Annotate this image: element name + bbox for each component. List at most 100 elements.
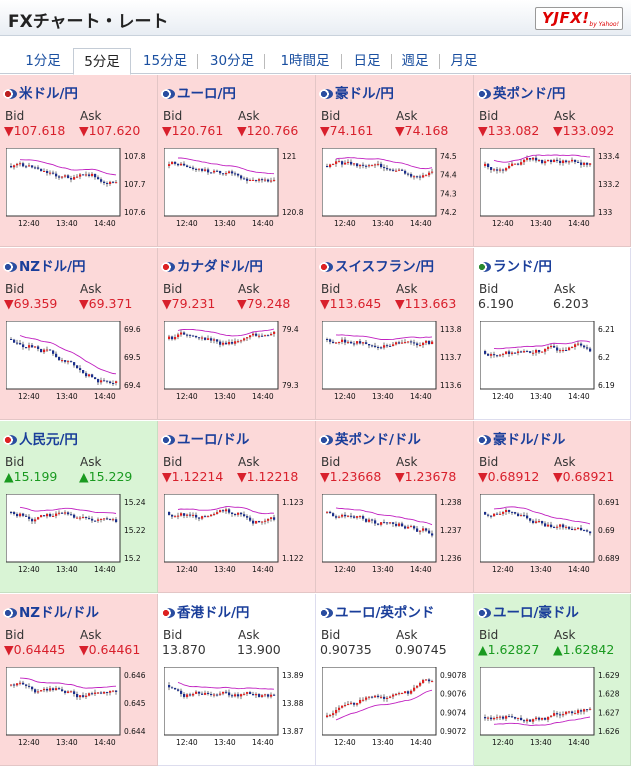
pair-name[interactable]: 豪ドル/ドル [477, 428, 565, 448]
candle-body [88, 693, 91, 696]
mini-chart[interactable]: 15.24 15.22 15.2 12:40 13:40 14:40 [6, 494, 152, 580]
pair-name[interactable]: スイスフラン/円 [319, 255, 434, 275]
x-tick-label: 12:40 [176, 392, 198, 401]
mini-chart[interactable]: 69.6 69.5 69.4 12:40 13:40 14:40 [6, 321, 152, 407]
x-tick-label: 13:40 [56, 565, 78, 574]
pair-name[interactable]: ユーロ/ドル [161, 428, 249, 448]
rate-cell[interactable]: ユーロ/豪ドル Bid Ask ▲1.62827 ▲1.62842 1.629 1.628 1… [474, 594, 631, 766]
tab-timeframe[interactable]: 15分足 [142, 53, 188, 69]
pair-name[interactable]: 英ポンド/ドル [319, 428, 421, 448]
rate-cell[interactable]: 米ドル/円 Bid Ask ▼107.618 ▼107.620 107.8 107.7 107… [0, 75, 158, 247]
candle-body [547, 716, 550, 720]
pair-name[interactable]: ユーロ/豪ドル [477, 601, 579, 621]
rate-cell[interactable]: 英ポンド/円 Bid Ask ▼133.082 ▼133.092 133.4 133.2 13… [474, 75, 631, 247]
x-tick-label: 13:40 [56, 392, 78, 401]
mini-chart[interactable]: 121 120.8 12:40 13:40 14:40 [164, 148, 310, 234]
candle-body [228, 342, 231, 345]
pair-name[interactable]: NZドル/円 [3, 255, 86, 275]
mini-chart[interactable]: 6.21 6.2 6.19 12:40 13:40 14:40 [480, 321, 626, 407]
rate-cell[interactable]: 英ポンド/ドル Bid Ask ▼1.23668 ▼1.23678 1.238 1.237 1… [316, 421, 474, 593]
candle-body [16, 513, 19, 517]
y-tick-label: 13.87 [282, 727, 304, 736]
mini-chart[interactable]: 1.123 1.122 12:40 13:40 14:40 [164, 494, 310, 580]
rate-cell[interactable]: スイスフラン/円 Bid Ask ▼113.645 ▼113.663 113.8 113.7… [316, 248, 474, 420]
pair-name[interactable]: ユーロ/円 [161, 82, 236, 102]
candle-body [261, 521, 264, 523]
flag-icon [477, 262, 491, 272]
rate-cell[interactable]: NZドル/ドル Bid Ask ▼0.64445 ▼0.64461 0.646 0.645 0… [0, 594, 158, 766]
pair-name[interactable]: 英ポンド/円 [477, 82, 565, 102]
pair-name[interactable]: NZドル/ドル [3, 601, 99, 621]
tab-timeframe[interactable]: 30分足 [209, 53, 255, 69]
tab-timeframe[interactable]: 5分足 [73, 48, 131, 75]
mini-chart[interactable]: 113.8 113.7 113.6 12:40 13:40 14:40 [322, 321, 468, 407]
rate-cell[interactable]: ランド/円 Bid Ask 6.190 6.203 6.21 6.2 6.19 12:40 13:… [474, 248, 631, 420]
pair-name[interactable]: 米ドル/円 [3, 82, 78, 102]
mini-chart[interactable]: 74.5 74.4 74.3 74.2 12:40 13:40 14:40 [322, 148, 468, 234]
candle-body [401, 693, 404, 695]
candle-body [389, 345, 392, 347]
candle-body [580, 343, 583, 346]
moving-average-line [493, 506, 591, 525]
x-tick-label: 12:40 [334, 219, 356, 228]
rate-cell[interactable]: 豪ドル/ドル Bid Ask ▼0.68912 ▼0.68921 0.691 0.69 0.6… [474, 421, 631, 593]
tab-timeframe[interactable]: 月足 [450, 53, 478, 69]
rate-cell[interactable]: ユーロ/英ポンド Bid Ask 0.90735 0.90745 0.9078 0.9076… [316, 594, 474, 766]
y-tick-label: 13.88 [282, 699, 304, 708]
tab-separator [197, 54, 198, 69]
candle-body [350, 341, 353, 344]
y-tick-label: 0.644 [124, 727, 146, 736]
tab-timeframe[interactable]: 日足 [353, 53, 381, 69]
rate-cell[interactable]: カナダドル/円 Bid Ask ▼79.231 ▼79.248 79.4 79.3 12:40… [158, 248, 316, 420]
mini-chart[interactable]: 133.4 133.2 133 12:40 13:40 14:40 [480, 148, 626, 234]
candle-body [177, 689, 180, 691]
bid-value: ▼69.359 [4, 296, 58, 311]
tab-timeframe[interactable]: 1時間足 [280, 53, 330, 69]
pair-name[interactable]: 豪ドル/円 [319, 82, 394, 102]
pair-name[interactable]: 香港ドル/円 [161, 601, 249, 621]
candle-body [249, 517, 252, 521]
bid-value: ▼120.761 [162, 123, 224, 138]
ask-value: ▼107.620 [79, 123, 141, 138]
mini-chart[interactable]: 13.89 13.88 13.87 12:40 13:40 14:40 [164, 667, 310, 753]
x-tick-label: 12:40 [176, 565, 198, 574]
candle-body [243, 514, 246, 517]
mini-chart[interactable]: 1.238 1.237 1.236 12:40 13:40 14:40 [322, 494, 468, 580]
rate-cell[interactable]: ユーロ/ドル Bid Ask ▼1.12214 ▼1.12218 1.123 1.122 12… [158, 421, 316, 593]
mini-chart[interactable]: 0.691 0.69 0.689 12:40 13:40 14:40 [480, 494, 626, 580]
yjfx-logo[interactable]: YJFX! by Yahoo! [535, 7, 623, 30]
candle-body [174, 516, 177, 518]
mini-chart[interactable]: 107.8 107.7 107.6 12:40 13:40 14:40 [6, 148, 152, 234]
pair-name[interactable]: カナダドル/円 [161, 255, 263, 275]
candle-body [88, 374, 91, 377]
candle-body [213, 170, 216, 173]
rate-cell[interactable]: 豪ドル/円 Bid Ask ▼74.161 ▼74.168 74.5 74.4 74.3 74.… [316, 75, 474, 247]
candle-body [115, 381, 118, 383]
pair-name[interactable]: ランド/円 [477, 255, 552, 275]
rate-cell[interactable]: 香港ドル/円 Bid Ask 13.870 13.900 13.89 13.88 13.87 1… [158, 594, 316, 766]
x-tick-label: 13:40 [372, 219, 394, 228]
candle-body [541, 159, 544, 164]
tab-timeframe[interactable]: 1分足 [25, 53, 61, 69]
candle-body [356, 163, 359, 167]
pair-name[interactable]: 人民元/円 [3, 428, 78, 448]
rate-cell[interactable]: NZドル/円 Bid Ask ▼69.359 ▼69.371 69.6 69.5 69.4 12… [0, 248, 158, 420]
candle-body [73, 514, 76, 518]
x-tick-label: 13:40 [214, 738, 236, 747]
rate-cell[interactable]: ユーロ/円 Bid Ask ▼120.761 ▼120.766 121 120.8 12:40… [158, 75, 316, 247]
mini-chart[interactable]: 0.9078 0.9076 0.9074 0.9072 12:40 13:40 14:40 [322, 667, 468, 753]
mini-chart[interactable]: 1.629 1.628 1.627 1.626 12:40 13:40 14:40 [480, 667, 626, 753]
mini-chart[interactable]: 0.646 0.645 0.644 12:40 13:40 14:40 [6, 667, 152, 753]
pair-name[interactable]: ユーロ/英ポンド [319, 601, 434, 621]
candle-body [13, 512, 16, 514]
x-tick-label: 13:40 [214, 219, 236, 228]
candle-body [43, 515, 46, 517]
mini-chart[interactable]: 79.4 79.3 12:40 13:40 14:40 [164, 321, 310, 407]
rate-cell[interactable]: 人民元/円 Bid Ask ▲15.199 ▲15.229 15.24 15.22 15.2 1… [0, 421, 158, 593]
candle-body [371, 519, 374, 521]
candle-body [34, 519, 37, 522]
tab-timeframe[interactable]: 週足 [401, 53, 429, 69]
candle-body [589, 348, 592, 352]
candle-body [431, 681, 434, 683]
pair-name-label: 英ポンド/ドル [335, 432, 421, 448]
